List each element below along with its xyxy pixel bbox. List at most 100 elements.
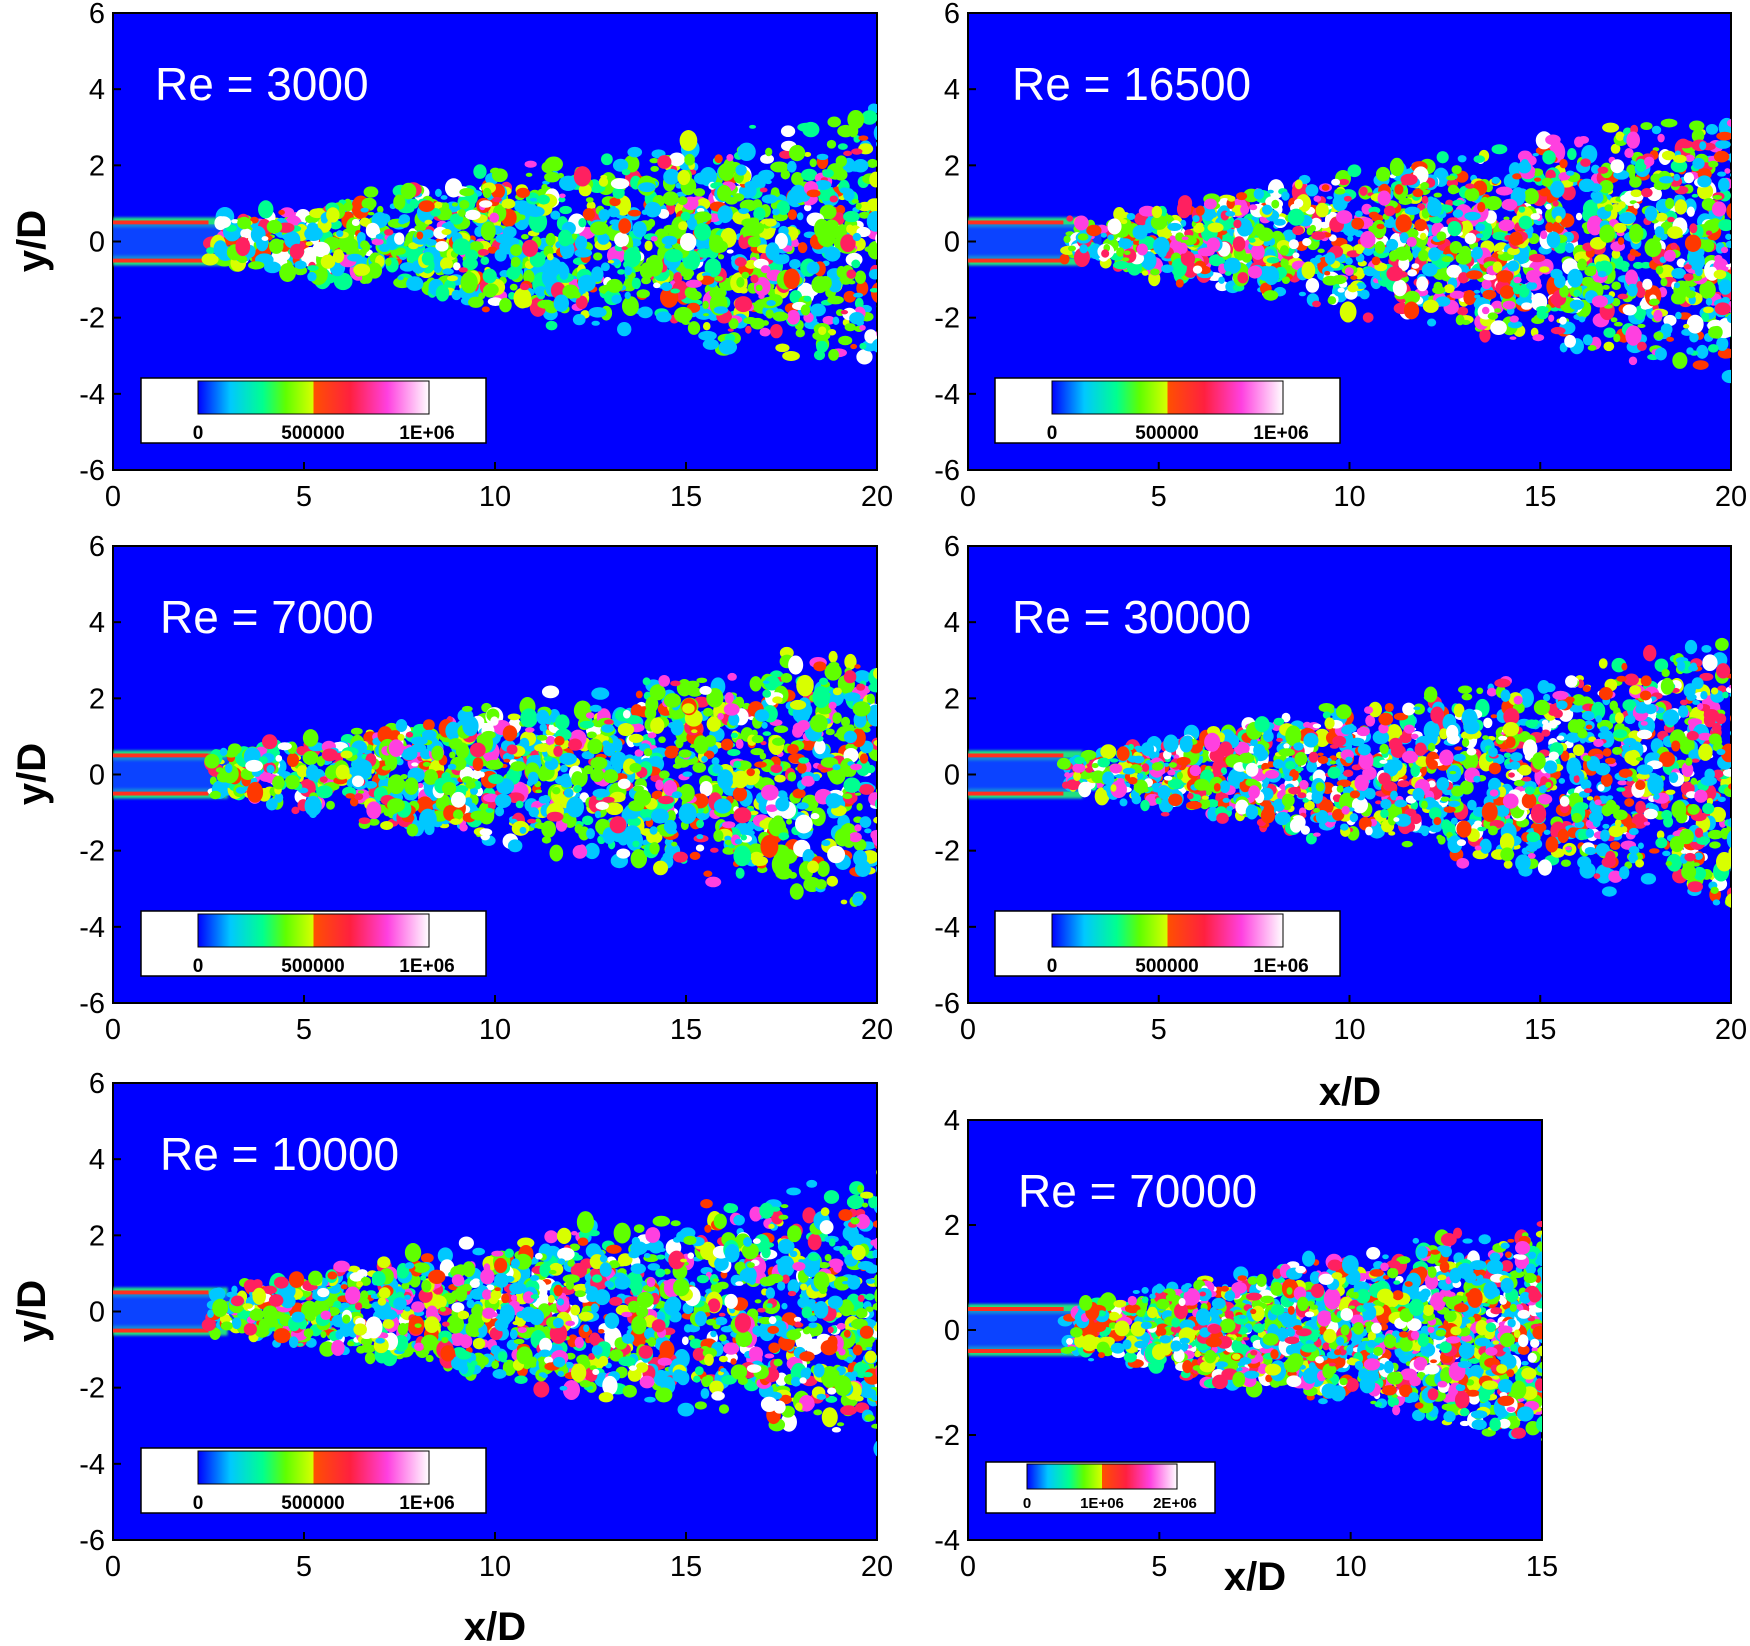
vortex-blob bbox=[870, 282, 877, 303]
vortex-blob bbox=[635, 690, 643, 699]
vortex-blob bbox=[694, 211, 712, 223]
vortex-blob bbox=[431, 745, 444, 761]
colorbar-tick-max: 1E+06 bbox=[1253, 423, 1308, 444]
vortex-blob bbox=[459, 199, 470, 210]
vortex-blob bbox=[1176, 200, 1192, 219]
vortex-blob bbox=[796, 674, 814, 697]
vortex-blob bbox=[800, 304, 811, 316]
vortex-blob bbox=[1077, 233, 1089, 241]
vortex-blob bbox=[1689, 332, 1699, 343]
vorticity-blobs bbox=[968, 637, 1731, 908]
vortex-blob bbox=[307, 271, 317, 282]
vortex-blob bbox=[678, 803, 697, 824]
vortex-blob bbox=[789, 699, 807, 710]
vortex-blob bbox=[1730, 285, 1731, 290]
vortex-blob bbox=[1343, 195, 1352, 202]
vortex-blob bbox=[710, 847, 719, 853]
vortex-blob bbox=[406, 823, 419, 837]
vortex-blob bbox=[612, 738, 623, 752]
vortex-blob bbox=[1392, 279, 1407, 297]
vortex-blob bbox=[644, 706, 657, 720]
vortex-blob bbox=[682, 771, 693, 777]
vortex-blob bbox=[491, 197, 503, 203]
vortex-blob bbox=[666, 810, 676, 822]
vortex-blob bbox=[1377, 190, 1391, 206]
vortex-blob bbox=[647, 218, 656, 228]
vortex-blob bbox=[1718, 177, 1730, 192]
vortex-blob bbox=[1464, 187, 1480, 202]
vortex-blob bbox=[1435, 169, 1443, 178]
vortex-blob bbox=[316, 785, 333, 799]
vortex-blob bbox=[713, 798, 732, 814]
vortex-blob bbox=[1653, 180, 1666, 191]
vortex-blob bbox=[304, 226, 323, 242]
vortex-blob bbox=[248, 261, 265, 270]
vortex-blob bbox=[828, 349, 839, 361]
vortex-blob bbox=[867, 198, 877, 207]
vortex-blob bbox=[1701, 645, 1712, 653]
x-tick-label: 20 bbox=[1715, 481, 1747, 513]
vortex-blob bbox=[1456, 306, 1469, 316]
vortex-blob bbox=[1696, 344, 1709, 359]
y-axis-label: y/D bbox=[10, 743, 54, 805]
vortex-blob bbox=[388, 739, 404, 757]
vortex-blob bbox=[1356, 249, 1363, 255]
vortex-blob bbox=[868, 268, 877, 280]
vortex-blob bbox=[366, 801, 382, 820]
vortex-blob bbox=[1692, 360, 1709, 370]
vortex-blob bbox=[1716, 131, 1731, 141]
vortex-blob bbox=[877, 791, 890, 806]
vortex-blob bbox=[1350, 275, 1358, 280]
vortex-blob bbox=[1507, 247, 1520, 256]
vortex-blob bbox=[1411, 263, 1420, 269]
vortex-blob bbox=[278, 209, 285, 215]
vortex-blob bbox=[430, 207, 441, 217]
vortex-blob bbox=[853, 135, 861, 143]
y-tick-label: 4 bbox=[89, 607, 105, 639]
vortex-blob bbox=[1688, 251, 1705, 271]
colorbar-tick-mid: 500000 bbox=[1135, 423, 1198, 444]
shear-layer-core bbox=[968, 791, 1064, 796]
vortex-blob bbox=[641, 276, 652, 285]
vortex-blob bbox=[854, 792, 862, 796]
vortex-blob bbox=[866, 693, 875, 705]
vortex-blob bbox=[1417, 203, 1426, 211]
vortex-blob bbox=[480, 256, 490, 266]
vortex-blob bbox=[441, 202, 450, 211]
vortex-blob bbox=[520, 708, 538, 728]
vortex-blob bbox=[393, 194, 406, 210]
vortex-blob bbox=[1232, 236, 1246, 252]
vortex-blob bbox=[385, 257, 392, 267]
vortex-blob bbox=[1375, 166, 1391, 182]
vortex-blob bbox=[1517, 161, 1532, 174]
vortex-blob bbox=[636, 289, 650, 299]
y-tick-label: -4 bbox=[79, 912, 105, 944]
vortex-blob bbox=[1582, 334, 1593, 346]
vortex-blob bbox=[522, 239, 539, 257]
vortex-blob bbox=[1337, 287, 1345, 293]
vortex-blob bbox=[1302, 238, 1312, 247]
vortex-blob bbox=[673, 306, 693, 324]
vortex-blob bbox=[614, 232, 629, 248]
vortex-blob bbox=[1305, 184, 1319, 197]
vortex-blob bbox=[1250, 243, 1265, 260]
vortex-blob bbox=[1636, 341, 1647, 352]
vortex-blob bbox=[851, 148, 863, 155]
vortex-blob bbox=[792, 788, 806, 799]
y-tick-label: 0 bbox=[89, 760, 105, 792]
vortex-blob bbox=[1498, 219, 1515, 232]
vortex-blob bbox=[826, 875, 839, 887]
vortex-blob bbox=[482, 268, 497, 284]
vortex-blob bbox=[699, 685, 712, 695]
vortex-blob bbox=[321, 748, 339, 762]
colorbar-tick-min: 0 bbox=[1047, 423, 1058, 444]
vortex-blob bbox=[1692, 157, 1705, 170]
vortex-blob bbox=[735, 164, 747, 176]
vortex-blob bbox=[634, 749, 644, 757]
vortex-blob bbox=[577, 274, 596, 292]
vortex-blob bbox=[702, 707, 714, 717]
vortex-blob bbox=[1420, 181, 1430, 190]
vortex-blob bbox=[772, 696, 783, 704]
vortex-blob bbox=[631, 277, 641, 290]
vortex-blob bbox=[1233, 219, 1242, 229]
